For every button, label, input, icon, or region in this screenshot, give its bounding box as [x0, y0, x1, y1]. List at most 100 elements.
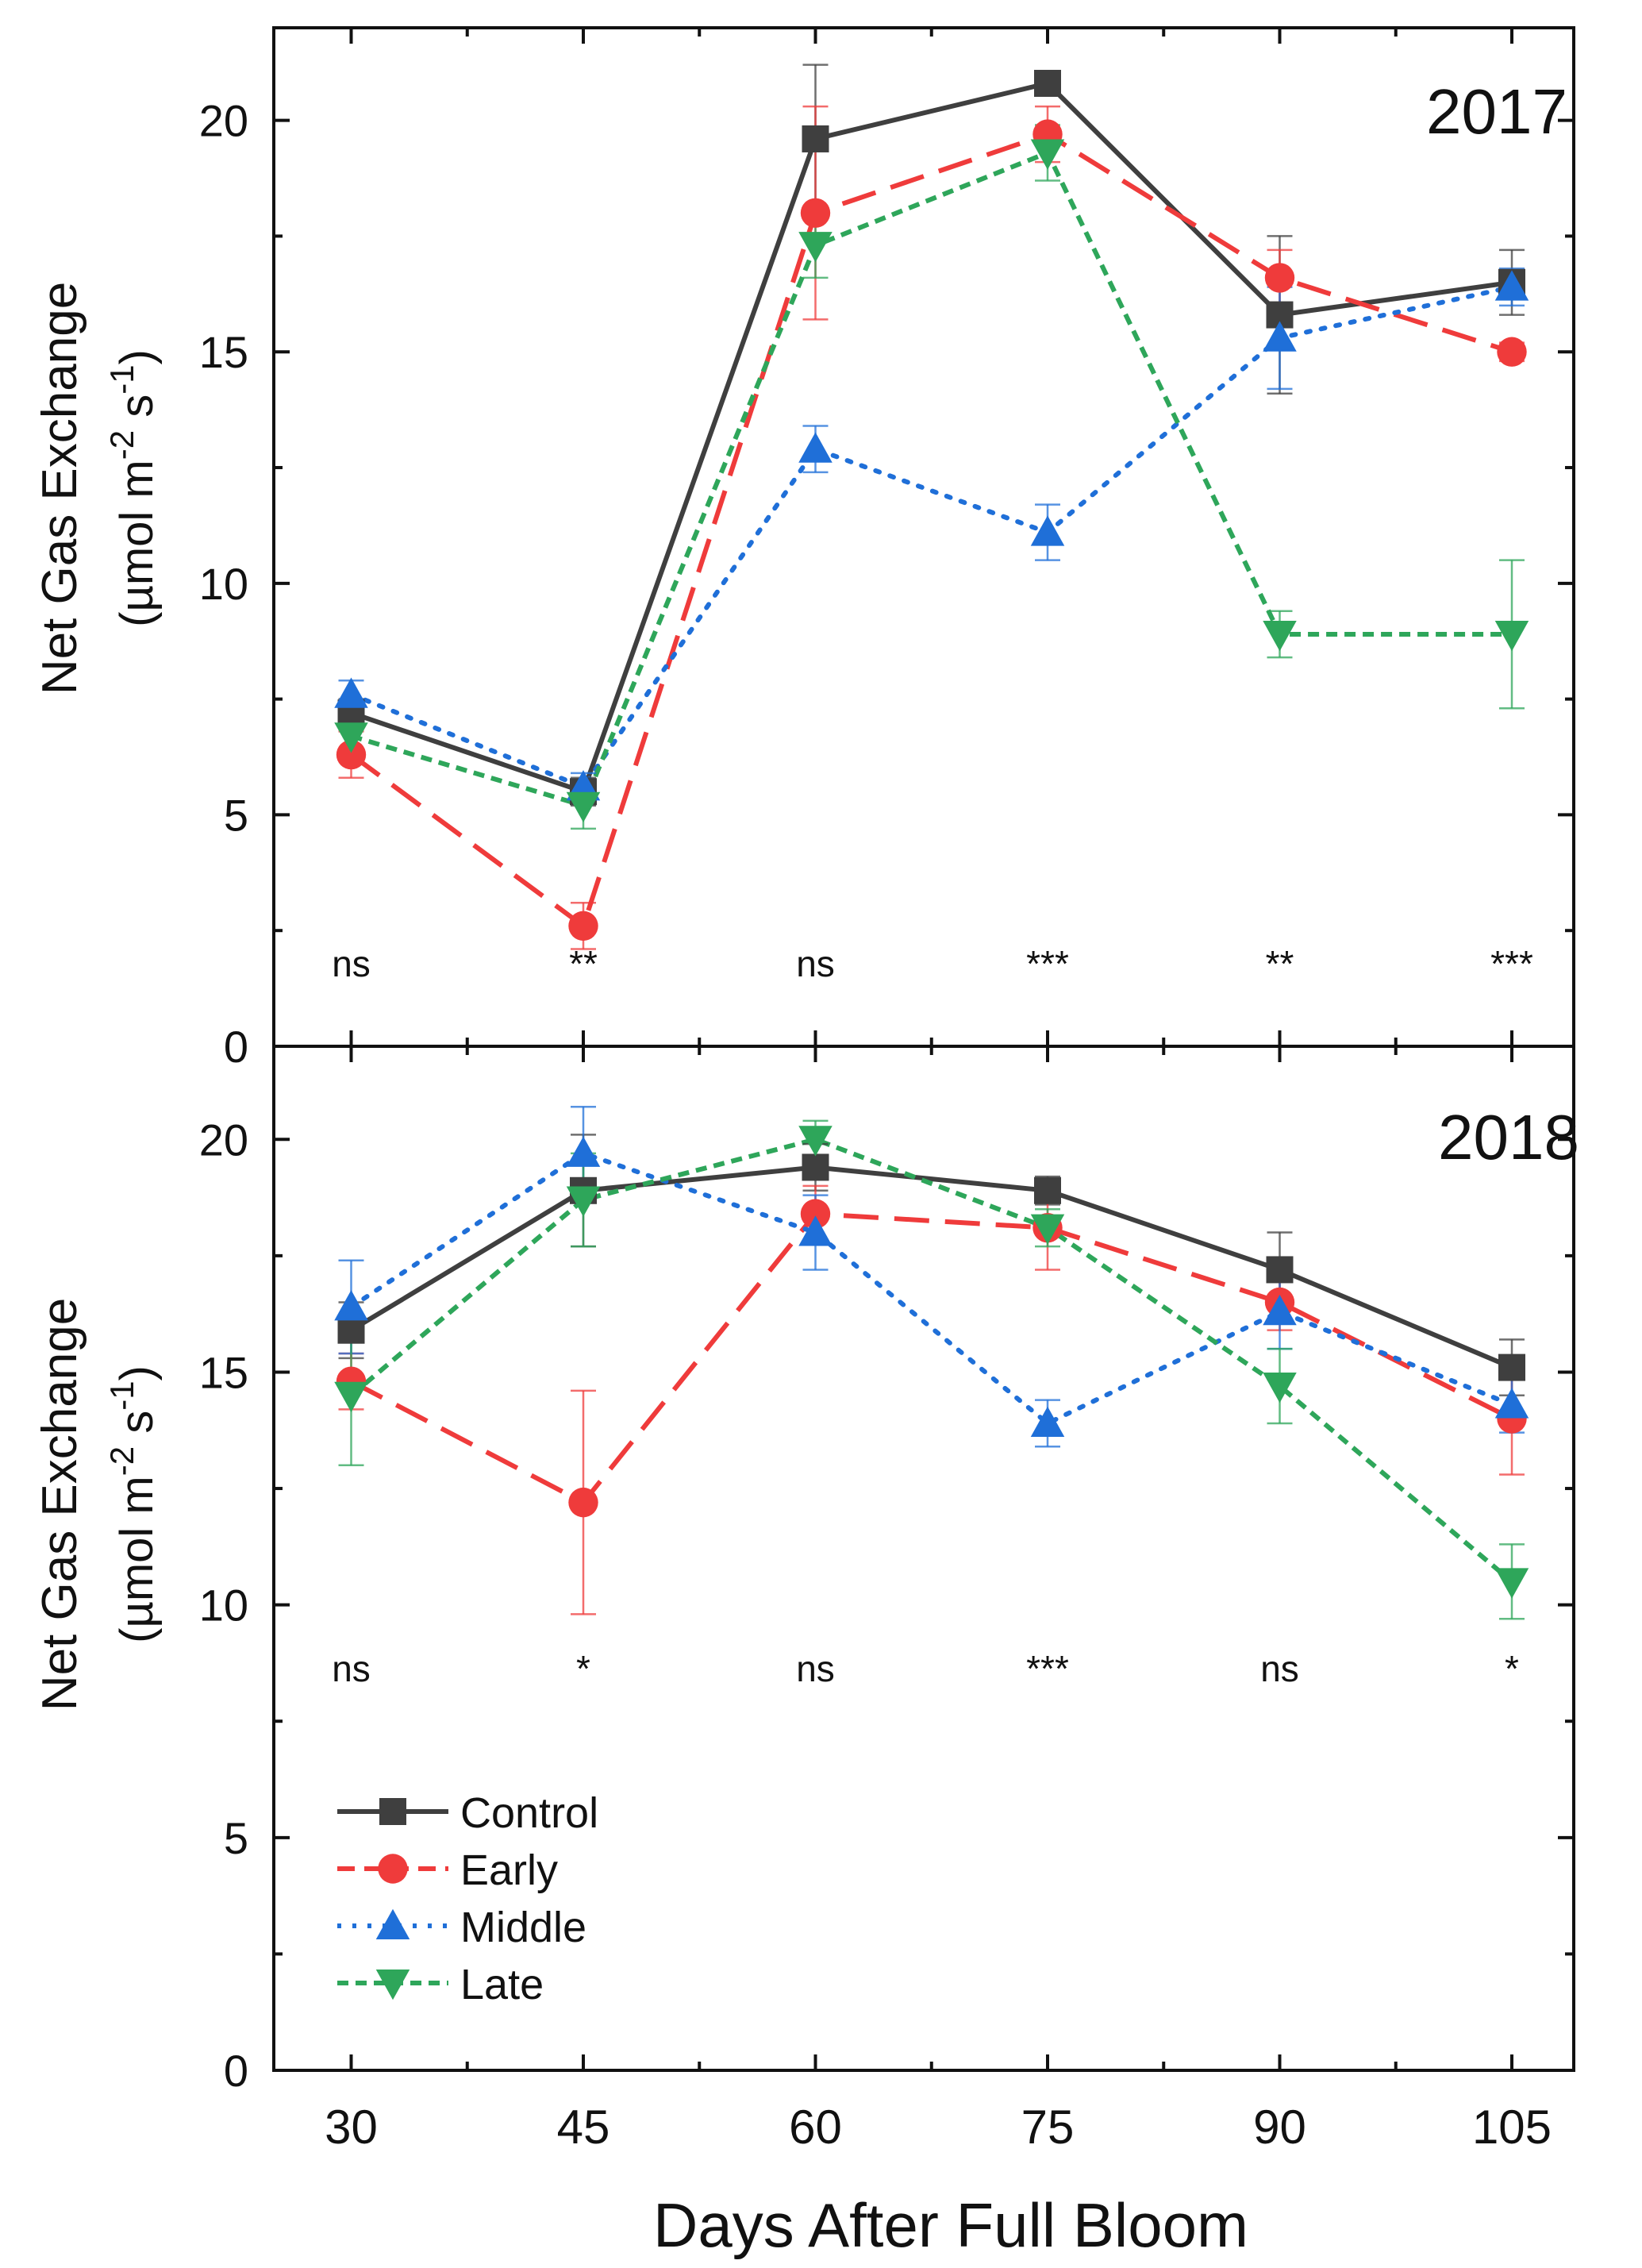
triangle-down-marker — [1494, 1568, 1529, 1599]
y-axis-label-unit: (µmol m-2 s-1) — [103, 1365, 163, 1643]
circle-marker — [800, 1199, 831, 1229]
series-line-late — [350, 149, 1512, 809]
y-axis-label-line1: Net Gas Exchange — [33, 1298, 87, 1711]
significance-label: ** — [569, 943, 598, 984]
legend-label: Control — [460, 1789, 598, 1837]
x-tick-label: 45 — [557, 2100, 610, 2154]
triangle-down-marker — [566, 791, 601, 822]
circle-marker — [568, 1487, 598, 1518]
circle-marker — [1497, 337, 1527, 367]
triangle-down-marker — [334, 1381, 368, 1413]
triangle-down-marker — [1263, 620, 1297, 652]
square-marker — [802, 125, 829, 152]
y-tick-label: 5 — [224, 790, 248, 840]
triangle-up-marker — [334, 1290, 368, 1321]
triangle-down-marker — [375, 1970, 410, 2000]
y-tick-label: 0 — [224, 1022, 248, 1072]
triangle-up-marker — [1030, 1406, 1065, 1437]
triangle-down-marker — [1263, 1373, 1297, 1404]
panel-frame — [272, 1045, 1575, 2072]
y-tick-label: 15 — [199, 1347, 248, 1397]
significance-label: * — [1505, 1648, 1519, 1689]
triangle-down-marker — [1030, 139, 1065, 170]
significance-label: ** — [1266, 943, 1294, 984]
circle-marker — [568, 911, 598, 941]
series-line-late — [349, 1137, 1513, 1584]
y-tick-label: 10 — [199, 1581, 248, 1631]
y-tick-label: 20 — [199, 1115, 248, 1165]
circle-marker — [800, 198, 831, 228]
x-tick-label: 60 — [789, 2100, 842, 2154]
legend-item-control: Control — [337, 1789, 598, 1837]
significance-label: ns — [332, 1648, 371, 1689]
y-tick-label: 10 — [199, 559, 248, 609]
unit-sup2: -1 — [103, 1380, 140, 1410]
y-tick-label: 15 — [199, 327, 248, 377]
significance-label: ns — [796, 1648, 835, 1689]
triangle-up-marker — [1494, 270, 1529, 301]
square-marker — [379, 1798, 406, 1825]
y-tick-label: 20 — [199, 96, 248, 146]
unit-sup1: -2 — [103, 430, 140, 460]
significance-label: ns — [796, 943, 835, 984]
triangle-down-marker — [798, 232, 833, 263]
significance-label: ns — [1260, 1648, 1299, 1689]
circle-marker — [336, 739, 367, 770]
unit-suffix: ) — [111, 1365, 163, 1380]
legend-item-middle: Middle — [337, 1904, 586, 1951]
unit-sup1: -2 — [103, 1446, 140, 1476]
plot-area: ns ** ns *** ** *** — [332, 64, 1533, 984]
series-line-control — [349, 1165, 1513, 1370]
x-tick-label: 30 — [325, 2100, 378, 2154]
x-axis-label: Days After Full Bloom — [653, 2190, 1248, 2260]
y-tick-label: 5 — [224, 1813, 248, 1863]
x-tick-label: 75 — [1021, 2100, 1075, 2154]
circle-marker — [378, 1854, 408, 1884]
square-marker — [1498, 1353, 1525, 1381]
legend-item-late: Late — [337, 1961, 544, 2008]
unit-sup2: -1 — [103, 364, 140, 394]
axis-ticks: 5 10 15 20 0 — [199, 28, 1574, 1072]
y-axis-label: Net Gas Exchange (µmol m-2 s-1) — [33, 282, 163, 695]
panel-2018: 0 5 10 15 20 ns * ns *** ns * 2018 Net Gas Exchan… — [33, 1045, 1579, 2096]
panel-title: 2017 — [1426, 76, 1567, 147]
significance-label: * — [576, 1648, 590, 1689]
triangle-up-marker — [1494, 1388, 1529, 1419]
unit-prefix: (µmol m — [111, 460, 163, 627]
series-line-early — [350, 1211, 1513, 1506]
x-tick-label: 90 — [1253, 2100, 1306, 2154]
triangle-up-marker — [334, 677, 368, 708]
legend: Control Early Middle Late — [337, 1789, 598, 2008]
square-marker — [1034, 1176, 1061, 1204]
axis-ticks: 0 5 10 15 20 — [199, 1046, 1574, 2096]
triangle-up-marker — [566, 1136, 601, 1167]
y-axis-label-line1: Net Gas Exchange — [33, 282, 87, 695]
square-marker — [337, 1316, 365, 1344]
significance-label: *** — [1026, 943, 1069, 984]
square-marker — [1266, 1256, 1294, 1284]
triangle-up-marker — [1263, 1294, 1297, 1326]
y-tick-label: 0 — [224, 2046, 248, 2096]
x-tick-labels: 30 45 60 75 90 105 — [325, 2100, 1552, 2154]
square-marker — [1034, 69, 1061, 97]
significance-label: *** — [1490, 943, 1533, 984]
legend-label: Late — [460, 1961, 544, 2008]
square-marker — [802, 1153, 829, 1181]
series-line-middle — [348, 284, 1514, 791]
legend-item-early: Early — [337, 1846, 558, 1894]
legend-label: Middle — [460, 1904, 586, 1951]
triangle-down-marker — [1030, 1214, 1065, 1245]
triangle-down-marker — [334, 722, 368, 753]
triangle-down-marker — [1494, 620, 1529, 652]
plot-area: ns * ns *** ns * — [332, 1105, 1529, 1689]
triangle-up-marker — [1030, 515, 1065, 546]
y-axis-label: Net Gas Exchange (µmol m-2 s-1) — [33, 1298, 163, 1711]
triangle-up-marker — [1263, 321, 1297, 352]
significance-label: *** — [1026, 1648, 1069, 1689]
circle-marker — [1264, 263, 1295, 293]
triangle-up-marker — [375, 1908, 410, 1939]
unit-mid: s — [111, 395, 163, 430]
triangle-up-marker — [798, 1215, 833, 1246]
legend-label: Early — [460, 1846, 558, 1894]
